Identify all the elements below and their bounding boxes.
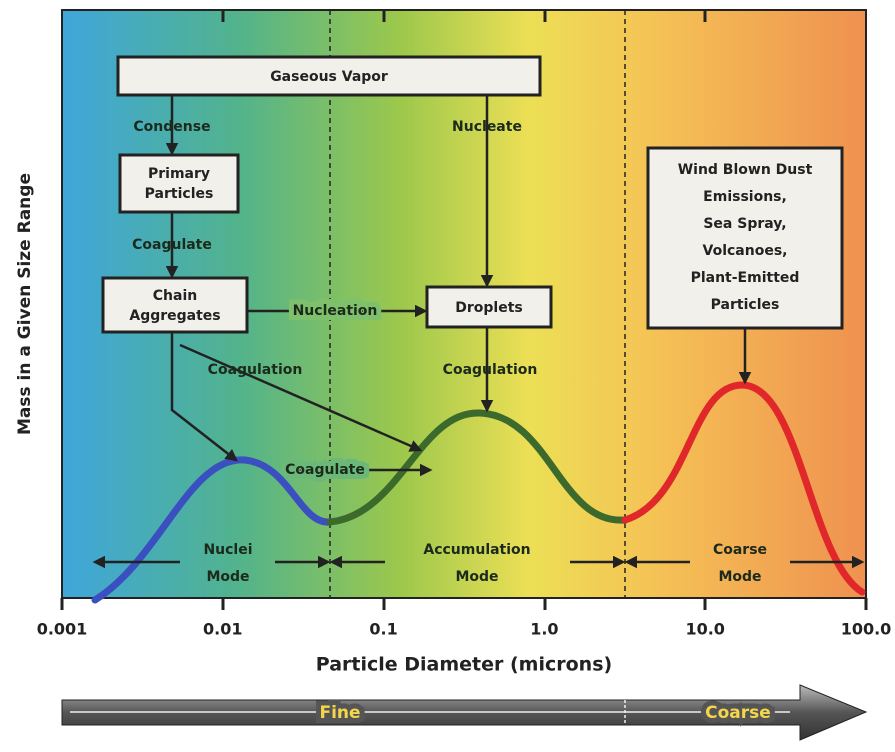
box-label: Primary [148,166,210,182]
y-axis-label: Mass in a Given Size Range [15,173,35,435]
process-label: Nucleate [452,119,522,135]
x-axis-label: Particle Diameter (microns) [316,654,612,676]
box [101,276,249,334]
process-label: Coagulation [208,362,303,378]
x-tick-label: 100.0 [841,620,892,639]
box [425,285,553,329]
arrows [92,96,865,569]
mode-label: Mode [206,569,249,585]
x-ticks [60,10,868,610]
box [118,153,240,214]
x-tick-label: 1.0 [530,620,558,639]
x-tick-label: 10.0 [685,620,724,639]
x-tick-label: 0.1 [369,620,397,639]
box-label: Wind Blown Dust [678,162,813,178]
process-label: Condense [133,119,210,135]
process-label: Nucleation [293,303,378,319]
box-label: Particles [711,297,780,313]
x-tick-label: 0.001 [37,620,88,639]
box-label: Gaseous Vapor [270,69,388,85]
mode-label: Accumulation [423,542,530,558]
box [646,146,844,330]
x-tick-label: 0.01 [203,620,242,639]
box-label: Particles [145,186,214,202]
box [116,55,542,97]
mode-label: Mode [455,569,498,585]
box-label: Emissions, [703,189,787,205]
process-label: Coagulate [132,237,212,253]
process-label: Coagulate [285,462,365,478]
box-label: Volcanoes, [703,243,788,259]
mode-label: Nuclei [203,542,252,558]
box-label: Droplets [455,300,522,316]
process-label: Coagulation [443,362,538,378]
size-band-label: Fine [319,703,360,723]
mode-label: Coarse [713,542,767,558]
box-label: Plant-Emitted [691,270,800,286]
size-band-label: Coarse [705,703,771,723]
mode-label: Mode [718,569,761,585]
box-label: Chain [153,288,197,304]
box-label: Sea Spray, [703,216,786,232]
box-label: Aggregates [129,308,220,324]
